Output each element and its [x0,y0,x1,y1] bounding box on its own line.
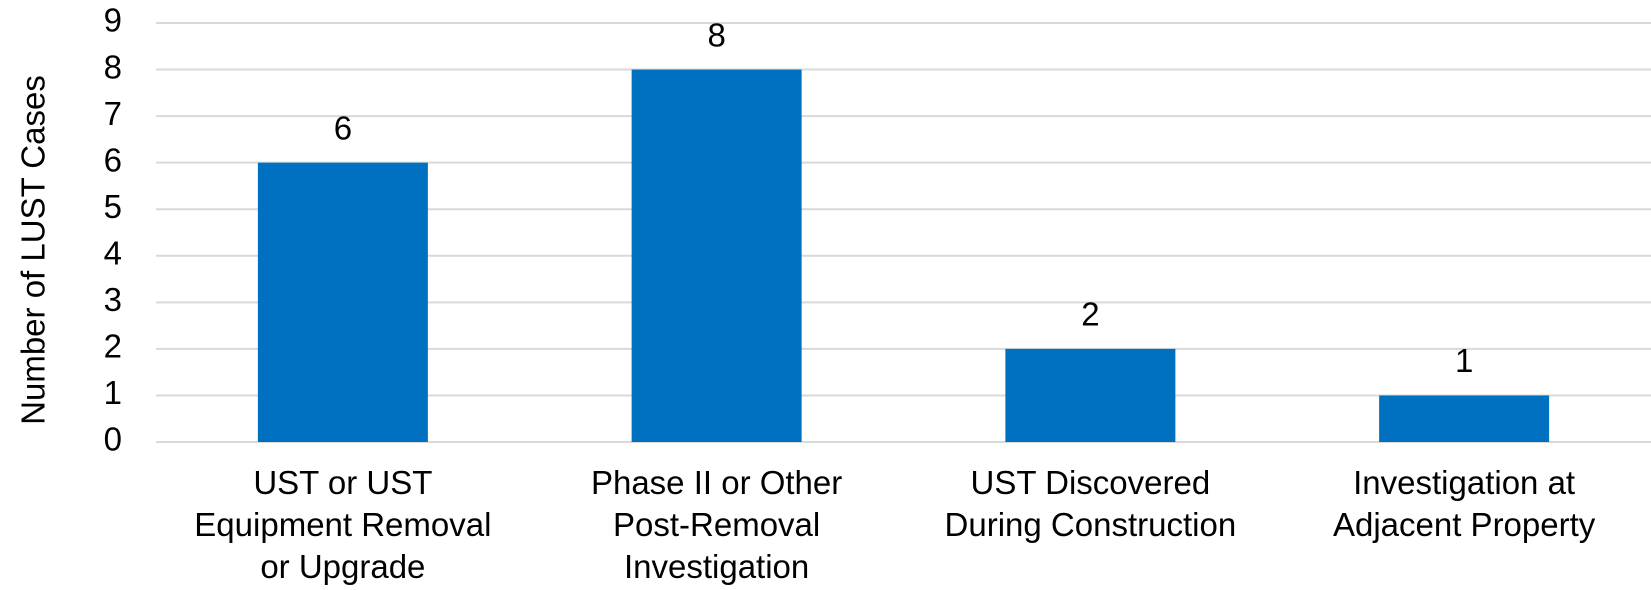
x-tick-label-line: Investigation [624,548,809,585]
data-label: 2 [1081,296,1099,333]
y-axis-title: Number of LUST Cases [15,75,52,425]
x-tick-label-line: or Upgrade [260,548,425,585]
bar [1005,348,1176,442]
y-tick-label: 9 [104,2,122,39]
data-label: 8 [707,16,725,53]
x-tick-label-line: During Construction [945,506,1237,543]
y-tick-label: 8 [104,48,122,85]
bar [257,162,428,442]
x-tick-label: Investigation at Adjacent Property [1333,464,1596,543]
x-tick-label: Phase II or Other Post-Removal Investigati… [591,464,842,585]
data-label: 6 [334,109,352,146]
bar [1379,395,1550,442]
x-tick-label-line: Equipment Removal [194,506,491,543]
y-tick-label: 0 [104,421,122,458]
y-tick-label: 2 [104,328,122,365]
x-tick-label-line: Post-Removal [613,506,820,543]
data-label: 1 [1455,342,1473,379]
x-tick-label: UST or UST Equipment Removal or Upgrade [194,464,491,585]
bar [631,69,802,443]
x-tick-label-line: UST or UST [253,464,432,501]
x-tick-label-line: Adjacent Property [1333,506,1596,543]
x-tick-label: UST Discovered During Construction [945,464,1237,543]
y-tick-label: 7 [104,95,122,132]
x-tick-label-line: Phase II or Other [591,464,842,501]
x-tick-label-line: UST Discovered [971,464,1211,501]
y-tick-label: 3 [104,281,122,318]
y-tick-label: 5 [104,188,122,225]
y-tick-label: 4 [104,234,122,271]
x-tick-label-line: Investigation at [1353,464,1575,501]
y-tick-label: 6 [104,141,122,178]
y-tick-label: 1 [104,374,122,411]
